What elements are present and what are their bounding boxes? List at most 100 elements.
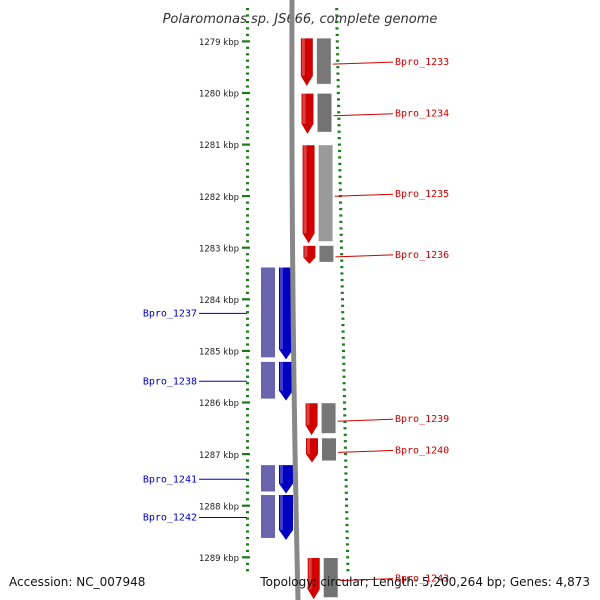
gene-arrow bbox=[302, 145, 315, 244]
ruler-tick bbox=[343, 420, 347, 423]
gene-arrow-shade bbox=[301, 38, 305, 76]
ruler-tick bbox=[344, 478, 348, 481]
gene-label: Bpro_1236 bbox=[395, 250, 449, 261]
ruler-tick bbox=[336, 91, 340, 95]
ruler-label: 1287 kbp bbox=[199, 451, 239, 461]
similarity-hit-block bbox=[319, 245, 334, 262]
ruler-tick bbox=[246, 46, 249, 49]
ruler-tick bbox=[342, 362, 346, 365]
gene-arrow bbox=[303, 245, 316, 264]
ruler-tick bbox=[246, 549, 249, 552]
gene-label: Bpro_1243 bbox=[395, 574, 449, 585]
ruler-tick bbox=[242, 195, 250, 198]
gene-label: Bpro_1239 bbox=[395, 414, 449, 425]
ruler-tick bbox=[246, 511, 249, 514]
ruler-tick bbox=[246, 233, 249, 236]
ruler-tick bbox=[338, 169, 342, 172]
ruler-tick bbox=[339, 201, 342, 204]
ruler-tick bbox=[246, 530, 249, 533]
similarity-hit-block bbox=[261, 361, 275, 399]
ruler-tick bbox=[246, 259, 249, 262]
gene-arrow bbox=[300, 38, 313, 86]
ruler-tick bbox=[344, 465, 348, 469]
ruler-left: 1279 kbp 1280 kbp 1281 kbp 1282 kbp 1283 kbp… bbox=[199, 8, 250, 572]
ruler-label: 1285 kbp bbox=[199, 348, 239, 358]
ruler-tick bbox=[337, 137, 341, 140]
accession-text: Accession: NC_007948 bbox=[9, 575, 145, 589]
gene-leader-line bbox=[337, 418, 394, 422]
ruler-label: 1279 kbp bbox=[199, 38, 239, 48]
ruler-tick bbox=[345, 543, 349, 546]
gene-label: Bpro_1238 bbox=[143, 376, 197, 387]
ruler-tick bbox=[246, 465, 249, 469]
ruler-tick bbox=[246, 433, 249, 436]
similarity-hit-block bbox=[317, 93, 332, 132]
ruler-tick bbox=[246, 369, 249, 372]
gene-arrow bbox=[279, 361, 293, 401]
ruler-tick bbox=[335, 27, 339, 30]
similarity-hit-block bbox=[261, 465, 275, 492]
similarity-hit-block bbox=[261, 267, 275, 358]
ruler-tick bbox=[340, 291, 344, 294]
ruler-tick bbox=[246, 336, 249, 340]
gene-label: Bpro_1233 bbox=[395, 57, 449, 68]
gene-label: Bpro_1240 bbox=[395, 445, 449, 456]
ruler-tick bbox=[337, 117, 341, 120]
ruler-tick bbox=[246, 149, 249, 153]
ruler-tick bbox=[246, 569, 249, 572]
ruler-tick bbox=[340, 253, 344, 256]
ruler-tick bbox=[344, 491, 348, 494]
gene-arrow-shade bbox=[304, 245, 308, 258]
gene-leader-line bbox=[335, 254, 394, 258]
ruler-tick bbox=[246, 440, 249, 443]
ruler-tick bbox=[337, 143, 341, 146]
ruler-tick bbox=[246, 491, 249, 494]
ruler-tick bbox=[246, 498, 249, 501]
ruler-tick bbox=[342, 356, 346, 359]
ruler-tick bbox=[346, 556, 350, 559]
ruler-tick bbox=[342, 369, 346, 372]
gene-tracks bbox=[261, 38, 338, 600]
similarity-hit-block bbox=[323, 558, 338, 598]
ruler-tick bbox=[246, 278, 249, 282]
ruler-tick bbox=[337, 111, 341, 114]
ruler-tick bbox=[242, 143, 250, 146]
gene-label: Bpro_1242 bbox=[143, 512, 197, 523]
gene-arrow bbox=[306, 438, 319, 463]
similarity-hit-block bbox=[316, 38, 331, 84]
ruler-tick bbox=[246, 137, 249, 140]
ruler-tick bbox=[242, 91, 250, 95]
ruler-tick bbox=[246, 388, 249, 391]
ruler-label: 1283 kbp bbox=[199, 244, 239, 254]
ruler-tick bbox=[340, 272, 344, 275]
ruler-tick bbox=[339, 240, 343, 243]
ruler-tick bbox=[246, 104, 249, 107]
gene-arrow-shade bbox=[280, 465, 283, 484]
ruler-tick bbox=[246, 311, 249, 314]
ruler-tick bbox=[242, 298, 250, 301]
topology-text: Topology: circular; Length: 5,200,264 bp… bbox=[259, 575, 590, 589]
ruler-tick bbox=[246, 343, 249, 346]
gene-leader-line bbox=[337, 449, 394, 453]
similarity-hit-block bbox=[322, 438, 337, 461]
ruler-tick bbox=[246, 478, 249, 481]
ruler-tick bbox=[242, 453, 250, 456]
ruler-tick bbox=[246, 459, 249, 462]
gene-arrow-shade bbox=[280, 361, 283, 391]
ruler-tick bbox=[346, 562, 350, 565]
ruler-tick bbox=[335, 14, 339, 17]
ruler-tick bbox=[338, 156, 342, 159]
gene-arrow-shade bbox=[308, 558, 312, 590]
ruler-tick bbox=[339, 220, 343, 223]
ruler-tick bbox=[246, 130, 249, 133]
ruler-tick bbox=[246, 330, 249, 333]
gene-label: Bpro_1235 bbox=[395, 189, 449, 200]
ruler-tick bbox=[342, 382, 346, 385]
ruler-tick bbox=[340, 259, 344, 262]
ruler-tick bbox=[246, 20, 249, 24]
ruler-tick bbox=[246, 414, 249, 417]
ruler-tick bbox=[246, 356, 249, 359]
ruler-tick bbox=[344, 485, 348, 488]
ruler-tick bbox=[336, 66, 340, 69]
gene-arrow bbox=[301, 93, 314, 134]
